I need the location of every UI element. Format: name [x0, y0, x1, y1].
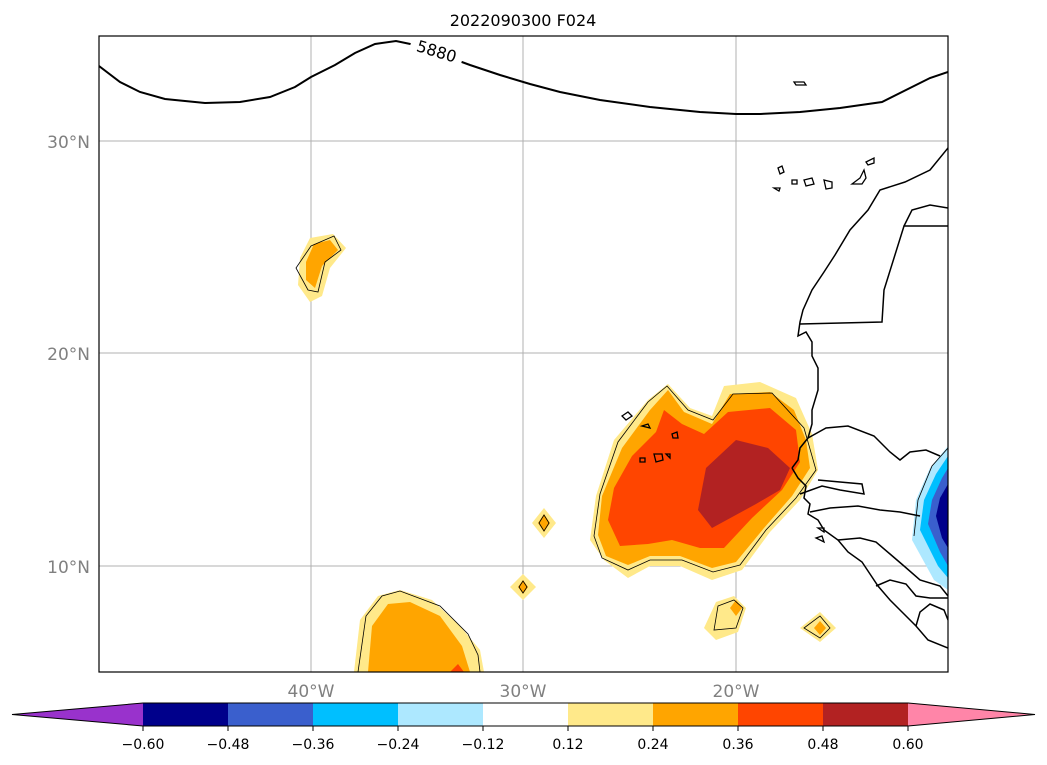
colorbar-tick-label: 0.60	[892, 737, 923, 753]
colorbar-tick-label: −0.60	[122, 737, 165, 753]
chart-title: 2022090300 F024	[450, 11, 597, 30]
islands	[620, 81, 875, 544]
colorbar-tick-label: −0.48	[207, 737, 250, 753]
coastlines	[791, 147, 948, 649]
colorbar-segment	[143, 703, 228, 726]
colorbar-segment	[568, 703, 653, 726]
colorbar-tick-label: 0.12	[552, 737, 583, 753]
colorbar-extend-high	[908, 703, 1035, 726]
field-blob-north	[295, 234, 346, 302]
lon-label-40w: 40°W	[288, 682, 335, 702]
lat-label-10n: 10°N	[47, 558, 90, 578]
colorbar-segment	[483, 703, 568, 726]
colorbar-tick-label: −0.12	[462, 737, 505, 753]
colorbar-segment	[313, 703, 398, 726]
lat-label-30n: 30°N	[47, 133, 90, 153]
colorbar-tick-label: 0.36	[722, 737, 753, 753]
lon-label-20w: 20°W	[713, 682, 760, 702]
colorbar-segment	[398, 703, 483, 726]
colorbar-segment	[653, 703, 738, 726]
colorbar-tick-label: 0.24	[637, 737, 668, 753]
field-blob-south	[354, 590, 484, 672]
field-blob-negative	[912, 446, 948, 590]
colorbar-extend-low	[12, 703, 143, 726]
lat-label-20n: 20°N	[47, 345, 90, 365]
colorbar: −0.60 −0.48 −0.36 −0.24 −0.12 0.12 0.24 0.36 0.4…	[11, 702, 1036, 753]
colorbar-segment	[738, 703, 823, 726]
colorbar-tick-label: 0.48	[807, 737, 838, 753]
field-small-cells	[510, 508, 836, 642]
map-content: 5880	[99, 36, 948, 672]
colorbar-tick-label: −0.24	[377, 737, 420, 753]
colorbar-segment	[228, 703, 313, 726]
map-frame	[98, 35, 949, 673]
field-blob-main	[590, 382, 818, 580]
lat-labels: 30°N 20°N 10°N	[47, 133, 90, 578]
lon-label-30w: 30°W	[500, 682, 547, 702]
colorbar-segment	[823, 703, 908, 726]
colorbar-tick-label: −0.36	[292, 737, 335, 753]
lon-labels: 40°W 30°W 20°W	[288, 682, 760, 702]
